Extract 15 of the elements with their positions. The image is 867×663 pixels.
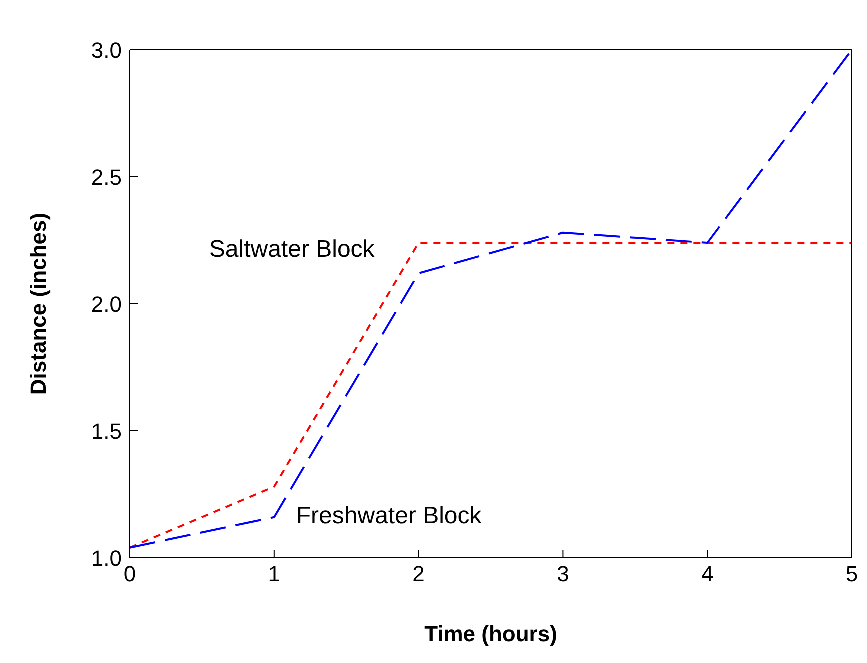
series-label: Freshwater Block [296, 502, 483, 530]
x-tick-label: 1 [268, 562, 281, 587]
y-tick-label: 2.0 [91, 292, 122, 317]
series-label: Saltwater Block [209, 236, 376, 264]
y-tick-label: 1.0 [91, 546, 122, 571]
x-tick-label: 0 [124, 562, 136, 587]
x-tick-label: 5 [846, 562, 858, 587]
x-tick-label: 3 [557, 562, 570, 587]
y-axis-title: Distance (inches) [26, 212, 51, 396]
y-tick-label: 3.0 [91, 38, 122, 63]
x-axis-title: Time (hours) [424, 622, 558, 647]
x-tick-label: 2 [412, 562, 425, 587]
x-tick-label: 4 [701, 562, 714, 587]
y-tick-label: 1.5 [91, 418, 122, 444]
y-tick-label: 2.5 [91, 164, 122, 190]
